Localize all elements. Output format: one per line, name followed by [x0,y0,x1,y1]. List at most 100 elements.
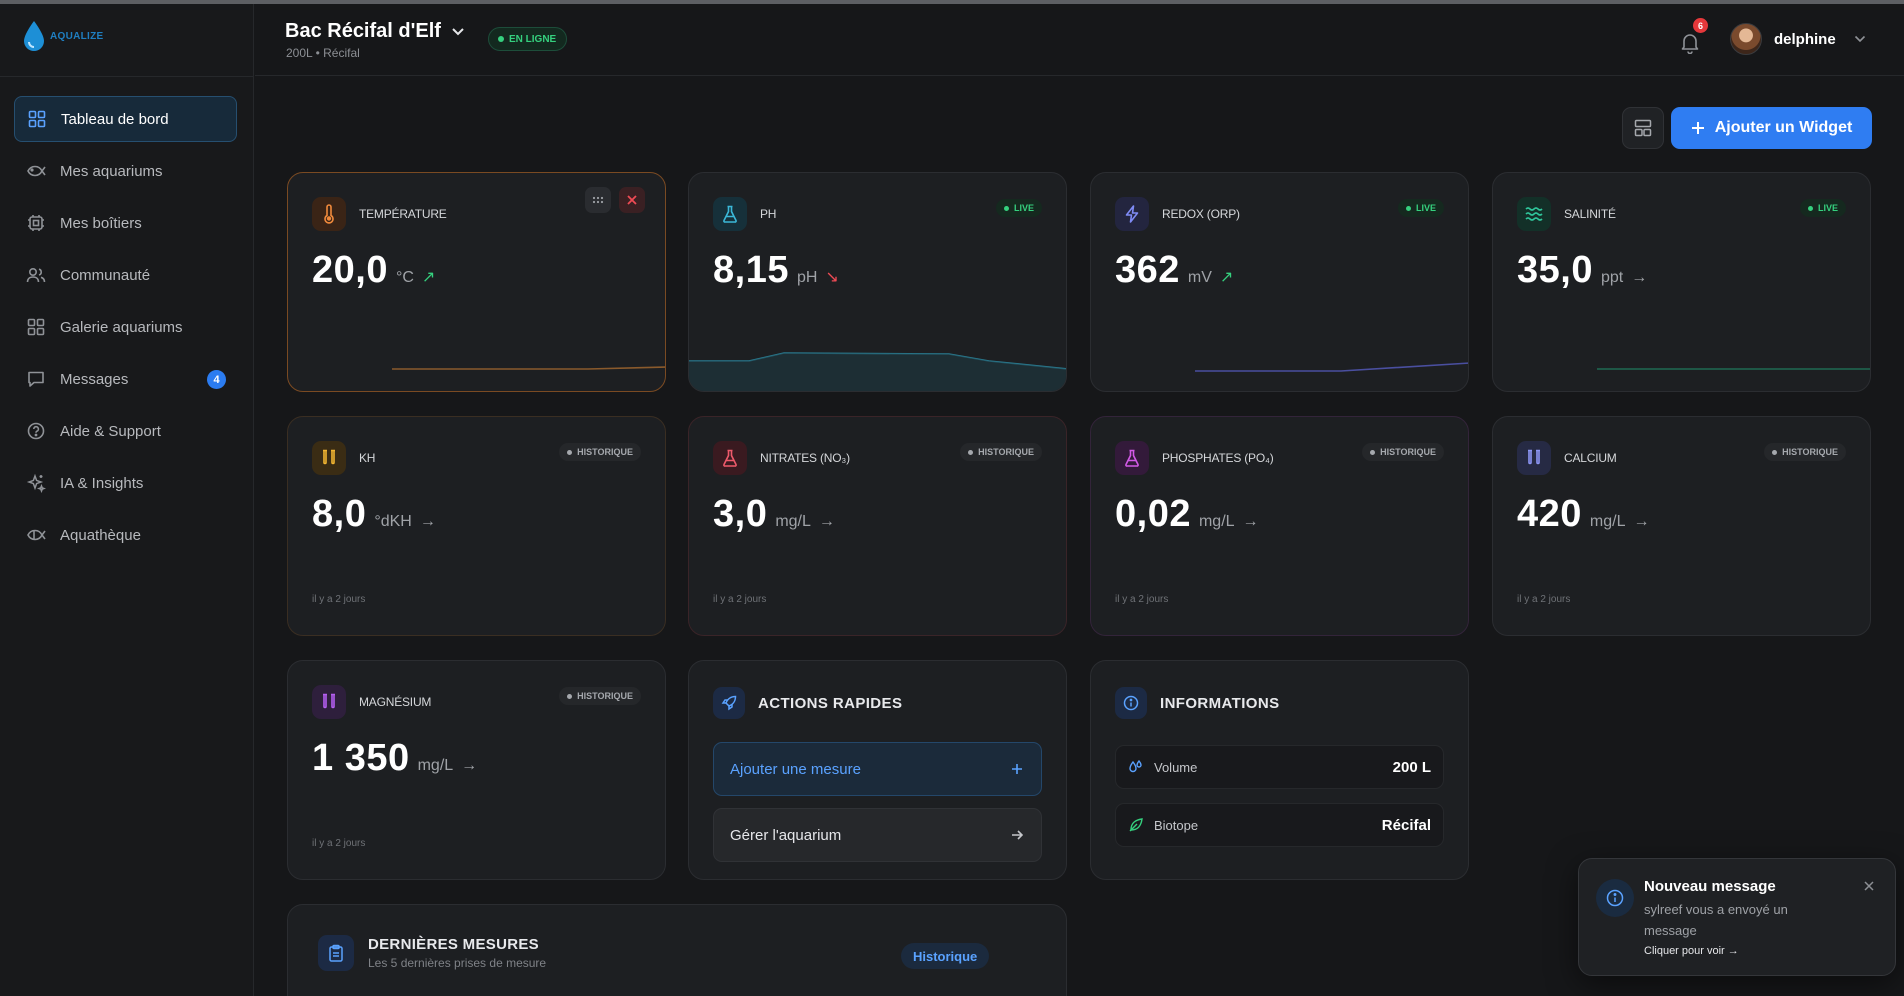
widget-unit: mg/L [1198,513,1235,530]
widget-value: 0,02 [1115,493,1191,535]
close-icon [627,195,637,205]
user-name: delphine [1774,30,1836,48]
app-logo[interactable]: AQUALIZE [22,20,104,52]
sidebar-item-label: Messages [60,370,129,388]
live-badge: LIVE [995,199,1042,217]
widget-value: 3,0 [713,493,768,535]
clipboard-icon [318,935,354,971]
sidebar-item-ai-insights[interactable]: IA & Insights [14,460,237,506]
gallery-icon [26,317,46,337]
widget-magnesium[interactable]: MAGNÉSIUM HISTORIQUE 1 350 mg/L → il y a… [287,660,666,880]
arrow-right-icon: → [461,757,478,774]
arrow-right-icon: → [1242,513,1259,530]
widget-label: MAGNÉSIUM [359,695,432,709]
add-measure-button[interactable]: Ajouter une mesure [713,742,1042,796]
grip-icon [592,196,604,204]
widget-unit: mV [1187,269,1212,286]
sidebar-item-label: Mes boîtiers [60,214,142,232]
sidebar-item-messages[interactable]: Messages 4 [14,356,237,402]
droplets-icon [1129,759,1142,773]
sidebar-item-devices[interactable]: Mes boîtiers [14,200,237,246]
widget-value: 20,0 [312,249,388,291]
widget-value: 8,0 [312,493,367,535]
info-biotope: Biotope Récifal [1115,803,1444,847]
widget-unit: °dKH [374,513,412,530]
sidebar-item-dashboard[interactable]: Tableau de bord [14,96,237,142]
notification-toast[interactable]: Nouveau message sylreef vous a envoyé un… [1578,858,1896,976]
sparkline [689,352,1066,391]
user-menu[interactable]: delphine [1730,23,1866,55]
widget-kh[interactable]: KH HISTORIQUE 8,0 °dKH → il y a 2 jours [287,416,666,636]
layout-icon [1634,119,1652,137]
close-icon[interactable] [1863,879,1879,895]
notification-count-badge: 6 [1693,18,1708,33]
widget-calcium[interactable]: CALCIUM HISTORIQUE 420 mg/L → il y a 2 j… [1492,416,1871,636]
sidebar-item-aquatheque[interactable]: Aquathèque [14,512,237,558]
layout-toggle-button[interactable] [1622,107,1664,149]
widget-salinity[interactable]: SALINITÉ LIVE 35,0 ppt → [1492,172,1871,392]
widget-temperature[interactable]: TEMPÉRATURE 20,0 °C ↗ [287,172,666,392]
remove-widget-button[interactable] [619,187,645,213]
message-icon [26,369,46,389]
drag-handle[interactable] [585,187,611,213]
sidebar-item-community[interactable]: Communauté [14,252,237,298]
bell-icon [1681,34,1699,55]
widget-unit: mg/L [1589,513,1626,530]
tank-selector[interactable]: Bac Récifal d'Elf [285,20,465,43]
top-header: Bac Récifal d'Elf 200L • Récifal EN LIGN… [255,4,1904,76]
volume-value: 200 L [1392,758,1431,776]
widget-ph[interactable]: PH LIVE 8,15 pH ↘ [688,172,1067,392]
widget-phosphates[interactable]: PHOSPHATES (PO₄) HISTORIQUE 0,02 mg/L → … [1090,416,1469,636]
widget-label: NITRATES (NO₃) [760,451,850,465]
last-updated: il y a 2 jours [1115,594,1169,605]
trend-up-icon: ↗ [421,269,436,286]
widget-unit: pH [796,269,818,286]
add-widget-button[interactable]: Ajouter un Widget [1671,107,1872,149]
sidebar-item-gallery[interactable]: Galerie aquariums [14,304,237,350]
widget-nitrates[interactable]: NITRATES (NO₃) HISTORIQUE 3,0 mg/L → il … [688,416,1067,636]
toast-link[interactable]: Cliquer pour voir → [1644,945,1739,957]
window-top-border [0,0,1904,4]
widget-quick-actions: ACTIONS RAPIDES Ajouter une mesure Gérer… [688,660,1067,880]
history-link[interactable]: Historique [901,943,990,969]
widget-informations: INFORMATIONS Volume 200 L Biotope Récifa… [1090,660,1469,880]
divider [0,76,254,77]
trend-down-icon: ↘ [825,269,839,286]
sidebar-item-aquariums[interactable]: Mes aquariums [14,148,237,194]
sidebar-item-help[interactable]: Aide & Support [14,408,237,454]
plus-icon [1012,764,1022,774]
biotope-value: Récifal [1381,816,1431,834]
lightning-icon [1115,197,1149,231]
widget-redox[interactable]: REDOX (ORP) LIVE 362 mV ↗ [1090,172,1469,392]
flask-icon [1115,441,1149,475]
flask-icon [713,441,747,475]
live-badge: LIVE [1799,199,1846,217]
water-drop-icon [24,21,44,51]
arrow-right-icon [1012,830,1023,840]
arrow-right-icon: → [1631,269,1648,286]
widget-value: 8,15 [713,249,789,291]
notifications-button[interactable] [1675,28,1705,58]
widget-label: KH [359,451,376,465]
thermometer-icon [312,197,346,231]
fish-icon [26,161,46,181]
sidebar-item-label: Mes aquariums [60,162,163,180]
test-tubes-icon [312,685,346,719]
panel-title: INFORMATIONS [1160,694,1280,712]
live-badge: LIVE [1397,199,1444,217]
widget-unit: ppt [1600,269,1624,286]
sidebar-item-label: Tableau de bord [61,110,169,128]
widget-unit: mg/L [775,513,811,530]
sparkline [1195,362,1468,372]
logo-text: AQUALIZE [50,30,104,42]
arrow-right-icon: → [1633,513,1650,530]
panel-subtitle: Les 5 dernières prises de mesure [368,956,547,970]
widget-value: 35,0 [1517,249,1593,291]
dashboard-icon [27,109,47,129]
manage-aquarium-button[interactable]: Gérer l'aquarium [713,808,1042,862]
sidebar-item-label: IA & Insights [60,474,144,492]
chevron-down-icon [1854,35,1865,43]
widget-label: PHOSPHATES (PO₄) [1162,451,1274,465]
toast-body: sylreef vous a envoyé un message [1644,902,1788,938]
info-icon [1115,687,1147,719]
